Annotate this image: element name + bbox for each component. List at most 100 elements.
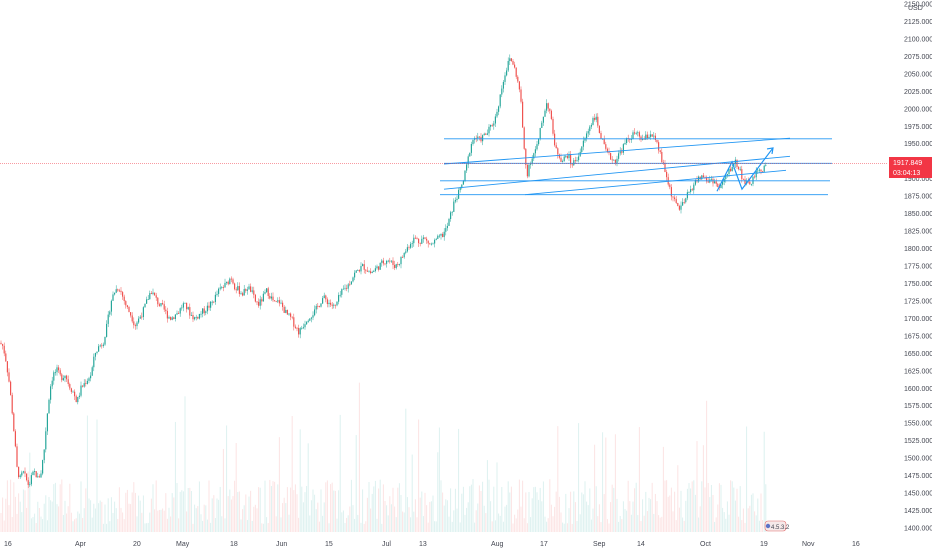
volume-bar — [395, 517, 397, 532]
volume-bar — [630, 514, 632, 532]
volume-bar — [645, 491, 647, 532]
candle-body — [453, 201, 455, 212]
drawing-annotations[interactable] — [440, 137, 832, 196]
volume-bar — [434, 521, 436, 532]
candle-body — [482, 135, 484, 142]
volume-bar — [581, 492, 583, 532]
volume-bar — [269, 479, 271, 532]
candle-body — [581, 146, 583, 152]
volume-bar — [144, 523, 146, 532]
candle-body — [424, 237, 426, 239]
price-axis[interactable]: USD 2150.000 2125.000 2100.000 2075.000 2050… — [904, 2, 932, 533]
candle-body — [430, 243, 432, 245]
candle-body — [50, 386, 52, 400]
candle-body — [518, 81, 520, 90]
volume-bar — [62, 514, 64, 532]
candle-body — [658, 142, 660, 151]
y-tick-label: 1650.000 — [904, 351, 932, 358]
y-tick-label: 2150.000 — [904, 2, 932, 9]
candle-body — [549, 108, 551, 111]
candle-body — [32, 471, 34, 476]
candle-body — [691, 189, 693, 191]
candle-body — [408, 247, 410, 249]
candle-body — [122, 292, 124, 297]
y-tick-label: 2125.000 — [904, 19, 932, 26]
volume-bar — [371, 493, 373, 532]
candle-body — [45, 431, 47, 450]
flag-badge[interactable]: 4.5.3.2 — [764, 520, 790, 532]
volume-bar — [234, 480, 236, 532]
candle-body — [600, 132, 602, 140]
volume-bar — [354, 518, 356, 532]
candle-body — [755, 170, 757, 178]
volume-bar — [174, 421, 176, 532]
volume-bar — [600, 522, 602, 532]
trend-line[interactable] — [443, 137, 791, 165]
volume-bar — [662, 446, 664, 532]
candle-body — [382, 260, 384, 264]
volume-bar — [754, 511, 756, 532]
volume-bar — [730, 480, 732, 532]
candle-body — [464, 170, 466, 181]
volume-bar — [378, 488, 380, 532]
candle-body — [312, 315, 314, 318]
volume-bar — [429, 501, 431, 532]
x-tick-label: 17 — [540, 541, 548, 548]
candle-body — [238, 286, 240, 294]
candle-body — [645, 134, 647, 140]
volume-bar — [123, 519, 125, 532]
volume-bar — [147, 522, 149, 532]
volume-bar — [202, 520, 204, 532]
candle-body — [592, 117, 594, 125]
candle-body — [387, 260, 389, 262]
volume-bar — [74, 519, 76, 532]
candle-body — [278, 300, 280, 304]
volume-bar — [570, 491, 572, 532]
candle-body — [614, 159, 616, 164]
volume-bar — [654, 493, 656, 532]
volume-bar — [125, 492, 127, 532]
volume-bar — [208, 480, 210, 532]
candle-body — [504, 75, 506, 82]
candle-body — [275, 301, 277, 303]
candle-body — [117, 289, 119, 291]
volume-bar — [232, 496, 234, 532]
candle-body — [757, 170, 759, 172]
candle-body — [123, 296, 125, 302]
volume-bar — [667, 496, 669, 532]
volume-bar — [723, 512, 725, 532]
candle-body — [378, 266, 380, 270]
volume-bar — [603, 494, 605, 532]
candle-body — [714, 181, 716, 184]
candle-body — [648, 136, 650, 139]
candle-body — [520, 89, 522, 102]
volume-bar — [653, 513, 655, 532]
candle-body — [184, 302, 186, 304]
candle-body — [514, 64, 516, 68]
volume-bar — [2, 497, 4, 532]
time-axis[interactable]: 16 Apr 20 May 18 Jun 15 Jul 13 Aug 17 Sep 14 Oct 19 Nov… — [4, 541, 860, 548]
y-tick-label: 1500.000 — [904, 456, 932, 463]
volume-bar — [112, 512, 114, 532]
forecast-path[interactable] — [716, 147, 774, 192]
candle-body — [254, 294, 256, 302]
x-tick-label: May — [176, 541, 190, 548]
candle-body — [381, 260, 383, 263]
volume-bar — [205, 505, 207, 532]
candle-body — [14, 431, 16, 447]
candle-body — [230, 278, 232, 280]
candle-body — [536, 144, 538, 150]
volume-bar — [280, 517, 282, 532]
candle-body — [178, 313, 180, 314]
candle-body — [670, 187, 672, 197]
volume-bar — [302, 502, 304, 532]
candle-body — [350, 281, 352, 285]
volume-bar — [443, 505, 445, 532]
candle-body — [565, 156, 567, 157]
trend-line[interactable] — [524, 169, 787, 196]
volume-bar — [6, 480, 8, 532]
volume-bar — [563, 523, 565, 532]
volume-bar — [181, 490, 183, 532]
volume-bar — [157, 510, 159, 532]
